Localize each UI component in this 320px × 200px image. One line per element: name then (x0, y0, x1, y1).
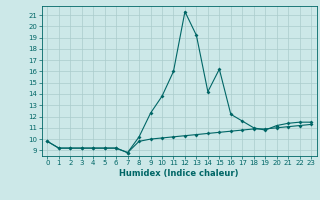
X-axis label: Humidex (Indice chaleur): Humidex (Indice chaleur) (119, 169, 239, 178)
